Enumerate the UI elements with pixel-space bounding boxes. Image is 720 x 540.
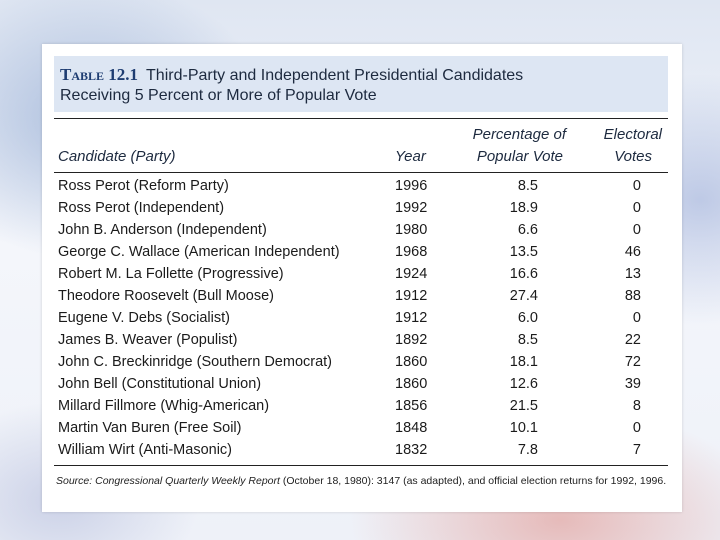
- cell-electoral-votes: 88: [624, 288, 641, 304]
- table-title-line-2: Receiving 5 Percent or More of Popular V…: [60, 87, 377, 104]
- cell-year: 1832: [395, 442, 428, 458]
- header-pct-line-2: Popular Vote: [476, 148, 563, 165]
- source-publication: Congressional Quarterly Weekly Report: [95, 475, 280, 487]
- cell-popular-vote-pct: 6.0: [517, 310, 538, 326]
- cell-popular-vote-pct: 13.5: [509, 244, 538, 260]
- cell-year: 1912: [395, 310, 428, 326]
- cell-year: 1996: [395, 178, 428, 194]
- header-year: Year: [395, 148, 426, 165]
- cell-year: 1968: [395, 244, 428, 260]
- table-row: Martin Van Buren (Free Soil) 1848 10.1 0: [42, 420, 682, 442]
- cell-electoral-votes: 0: [632, 178, 641, 194]
- table-sheet: Table 12.1 Third-Party and Independent Pr…: [42, 44, 682, 512]
- cell-popular-vote-pct: 8.5: [517, 332, 538, 348]
- cell-year: 1848: [395, 420, 428, 436]
- cell-electoral-votes: 0: [632, 222, 641, 238]
- source-prefix: Source:: [56, 475, 93, 487]
- cell-candidate: Robert M. La Follette (Progressive): [58, 266, 284, 282]
- cell-electoral-votes: 0: [632, 420, 641, 436]
- cell-year: 1924: [395, 266, 428, 282]
- cell-year: 1860: [395, 376, 428, 392]
- table-row: James B. Weaver (Populist) 1892 8.5 22: [42, 332, 682, 354]
- cell-popular-vote-pct: 7.8: [517, 442, 538, 458]
- table-row: Eugene V. Debs (Socialist) 1912 6.0 0: [42, 310, 682, 332]
- source-note: Source: Congressional Quarterly Weekly R…: [56, 475, 666, 487]
- cell-year: 1860: [395, 354, 428, 370]
- header-ev-line-1: Electoral: [603, 126, 662, 143]
- cell-electoral-votes: 0: [632, 310, 641, 326]
- cell-electoral-votes: 8: [632, 398, 641, 414]
- cell-candidate: George C. Wallace (American Independent): [58, 244, 340, 260]
- cell-electoral-votes: 0: [632, 200, 641, 216]
- cell-year: 1992: [395, 200, 428, 216]
- table-row: John C. Breckinridge (Southern Democrat)…: [42, 354, 682, 376]
- table-number-label: Table 12.1: [60, 65, 139, 84]
- cell-popular-vote-pct: 8.5: [517, 178, 538, 194]
- cell-popular-vote-pct: 6.6: [517, 222, 538, 238]
- table-row: Robert M. La Follette (Progressive) 1924 1…: [42, 266, 682, 288]
- cell-popular-vote-pct: 18.1: [509, 354, 538, 370]
- table-row: George C. Wallace (American Independent)…: [42, 244, 682, 266]
- cell-candidate: Ross Perot (Independent): [58, 200, 225, 216]
- cell-popular-vote-pct: 27.4: [509, 288, 538, 304]
- cell-year: 1856: [395, 398, 428, 414]
- cell-candidate: Eugene V. Debs (Socialist): [58, 310, 230, 326]
- table-row: John B. Anderson (Independent) 1980 6.6 0: [42, 222, 682, 244]
- table-title-line-1: Table 12.1 Third-Party and Independent Pr…: [60, 65, 523, 85]
- source-details: (October 18, 1980): 3147 (as adapted), a…: [282, 475, 667, 487]
- cell-popular-vote-pct: 10.1: [509, 420, 538, 436]
- table-title-text-1: Third-Party and Independent Presidential…: [146, 67, 524, 84]
- header-ev-line-2: Votes: [614, 148, 652, 165]
- cell-electoral-votes: 22: [624, 332, 641, 348]
- cell-year: 1912: [395, 288, 428, 304]
- table-row: Theodore Roosevelt (Bull Moose) 1912 27.4 8…: [42, 288, 682, 310]
- table-title-band: Table 12.1 Third-Party and Independent Pr…: [54, 56, 668, 112]
- cell-electoral-votes: 72: [624, 354, 641, 370]
- cell-candidate: John C. Breckinridge (Southern Democrat): [58, 354, 333, 370]
- cell-electoral-votes: 46: [624, 244, 641, 260]
- table-row: John Bell (Constitutional Union) 1860 12.6…: [42, 376, 682, 398]
- cell-electoral-votes: 7: [632, 442, 641, 458]
- cell-candidate: James B. Weaver (Populist): [58, 332, 238, 348]
- header-top-rule: [54, 118, 668, 119]
- cell-candidate: Theodore Roosevelt (Bull Moose): [58, 288, 274, 304]
- cell-popular-vote-pct: 21.5: [509, 398, 538, 414]
- cell-candidate: John Bell (Constitutional Union): [58, 376, 262, 392]
- table-row: Ross Perot (Reform Party) 1996 8.5 0: [42, 178, 682, 200]
- cell-year: 1980: [395, 222, 428, 238]
- cell-electoral-votes: 39: [624, 376, 641, 392]
- table-row: William Wirt (Anti-Masonic) 1832 7.8 7: [42, 442, 682, 464]
- cell-candidate: Ross Perot (Reform Party): [58, 178, 229, 194]
- cell-candidate: William Wirt (Anti-Masonic): [58, 442, 232, 458]
- header-pct-line-1: Percentage of: [472, 126, 566, 143]
- cell-candidate: Millard Fillmore (Whig-American): [58, 398, 270, 414]
- table-row: Ross Perot (Independent) 1992 18.9 0: [42, 200, 682, 222]
- cell-candidate: John B. Anderson (Independent): [58, 222, 267, 238]
- cell-popular-vote-pct: 12.6: [509, 376, 538, 392]
- cell-electoral-votes: 13: [624, 266, 641, 282]
- table-row: Millard Fillmore (Whig-American) 1856 21.5…: [42, 398, 682, 420]
- cell-year: 1892: [395, 332, 428, 348]
- cell-popular-vote-pct: 16.6: [509, 266, 538, 282]
- cell-popular-vote-pct: 18.9: [509, 200, 538, 216]
- header-candidate: Candidate (Party): [58, 148, 176, 165]
- header-bottom-rule: [54, 172, 668, 173]
- table-bottom-rule: [54, 465, 668, 466]
- cell-candidate: Martin Van Buren (Free Soil): [58, 420, 242, 436]
